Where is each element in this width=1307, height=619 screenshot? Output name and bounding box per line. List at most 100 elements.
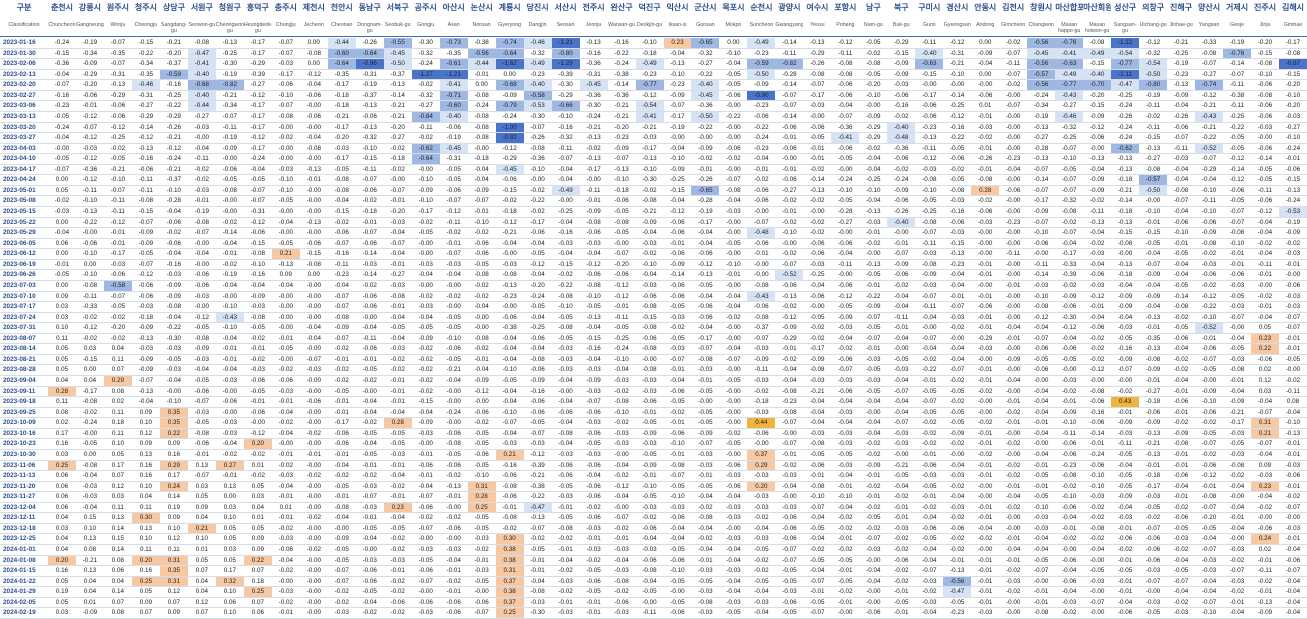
row-date[interactable]: 2023-04-03 (3, 144, 36, 152)
table-cell[interactable]: 0.13 (139, 450, 153, 458)
table-cell[interactable]: -0.05 (698, 387, 713, 395)
table-cell[interactable]: -0.06 (362, 303, 377, 311)
table-cell[interactable]: -0.00 (978, 229, 993, 237)
table-cell[interactable]: -0.07 (1034, 218, 1049, 226)
column-header[interactable]: 경산시 Gyeongsan (943, 0, 972, 37)
table-cell[interactable]: -0.08 (1229, 229, 1245, 237)
table-cell[interactable]: 0.29 (159, 460, 188, 472)
table-cell[interactable]: -0.16 (54, 91, 70, 99)
table-cell[interactable]: -0.36 (586, 60, 601, 68)
table-cell[interactable]: -0.00 (978, 408, 993, 416)
table-cell[interactable]: -0.17 (250, 102, 265, 110)
table-cell[interactable]: -0.32 (1061, 123, 1077, 131)
table-cell[interactable]: -0.02 (446, 229, 461, 237)
table-cell[interactable]: -0.18 (334, 102, 349, 110)
table-cell[interactable]: -0.06 (474, 450, 489, 458)
table-cell[interactable]: 0.28 (383, 418, 412, 429)
table-cell[interactable]: -0.08 (810, 366, 825, 374)
table-cell[interactable]: -0.06 (306, 398, 321, 406)
table-cell[interactable]: -0.03 (754, 472, 769, 480)
table-cell[interactable]: 0.05 (223, 524, 236, 532)
table-cell[interactable]: -0.02 (838, 514, 853, 522)
table-cell[interactable]: -0.11 (1258, 186, 1272, 194)
table-cell[interactable]: -0.10 (558, 112, 573, 120)
table-cell[interactable]: -0.21 (810, 387, 825, 395)
table-cell[interactable]: -0.05 (250, 324, 265, 332)
table-cell[interactable]: -0.02 (782, 218, 797, 226)
table-cell[interactable]: -0.07 (54, 165, 70, 173)
table-cell[interactable]: -0.01 (642, 472, 657, 480)
table-cell[interactable]: -0.05 (586, 440, 601, 448)
table-cell[interactable]: -0.07 (278, 102, 293, 110)
table-cell[interactable]: -0.03 (726, 567, 741, 575)
table-cell[interactable]: -0.05 (670, 334, 685, 342)
table-cell[interactable]: -0.06 (1089, 134, 1105, 142)
table-cell[interactable]: -0.39 (558, 70, 573, 78)
table-cell[interactable]: -0.05 (726, 377, 741, 385)
table-cell[interactable]: -0.18 (390, 155, 405, 163)
table-cell[interactable]: -0.04 (670, 524, 685, 532)
table-cell[interactable]: -0.03 (390, 556, 405, 564)
table-cell[interactable]: -0.00 (306, 186, 321, 194)
table-cell[interactable]: -0.00 (978, 398, 993, 406)
table-cell[interactable]: -0.03 (558, 577, 573, 585)
table-cell[interactable]: -0.02 (530, 535, 545, 543)
table-cell[interactable]: -0.04 (838, 472, 853, 480)
table-cell[interactable]: -0.07 (1229, 218, 1245, 226)
table-cell[interactable]: -0.16 (502, 461, 517, 469)
table-cell[interactable]: -0.04 (726, 197, 741, 205)
table-cell[interactable]: -0.01 (838, 482, 853, 490)
table-cell[interactable]: -0.04 (502, 239, 517, 247)
table-cell[interactable]: -0.03 (978, 609, 993, 617)
table-cell[interactable]: -0.04 (362, 440, 377, 448)
table-cell[interactable]: -0.00 (726, 419, 741, 427)
table-cell[interactable]: -0.08 (586, 218, 601, 226)
row-date[interactable]: 2023-06-26 (3, 271, 36, 279)
table-cell[interactable]: -0.82 (215, 80, 244, 91)
table-cell[interactable]: -0.25 (1173, 49, 1189, 57)
table-cell[interactable]: -0.03 (474, 535, 489, 543)
table-cell[interactable]: -0.01 (978, 366, 993, 374)
table-cell[interactable]: -0.10 (558, 303, 573, 311)
table-cell[interactable]: -0.01 (390, 398, 405, 406)
table-cell[interactable]: 0.03 (55, 524, 69, 532)
table-cell[interactable]: -0.01 (1006, 398, 1021, 406)
table-cell[interactable]: -0.40 (887, 122, 916, 134)
table-cell[interactable]: -0.41 (831, 133, 860, 144)
table-cell[interactable]: -0.11 (418, 123, 433, 131)
table-cell[interactable]: 0.10 (195, 535, 208, 543)
table-cell[interactable]: -0.22 (1201, 303, 1217, 311)
table-cell[interactable]: -0.02 (866, 450, 881, 458)
table-cell[interactable]: -0.02 (866, 524, 881, 532)
row-date[interactable]: 2023-06-12 (3, 250, 36, 258)
table-cell[interactable]: -0.68 (495, 80, 524, 91)
table-cell[interactable]: -0.05 (82, 440, 98, 448)
table-cell[interactable]: -0.07 (250, 197, 265, 205)
table-cell[interactable]: -0.06 (222, 165, 238, 173)
table-cell[interactable]: -0.31 (250, 208, 265, 216)
table-cell[interactable]: -0.08 (922, 176, 937, 184)
table-cell[interactable]: -0.01 (698, 556, 713, 564)
column-header[interactable]: 동남구 Dongnam-gu (355, 0, 384, 37)
table-cell[interactable]: -0.24 (418, 60, 433, 68)
table-cell[interactable]: -0.49 (1083, 48, 1112, 60)
table-cell[interactable]: -0.08 (614, 398, 629, 406)
table-cell[interactable]: -0.12 (250, 134, 265, 142)
table-cell[interactable]: -0.07 (446, 197, 461, 205)
table-cell[interactable]: -0.07 (726, 176, 741, 184)
table-cell[interactable]: -0.24 (82, 419, 98, 427)
table-cell[interactable]: -0.02 (446, 514, 461, 522)
table-cell[interactable]: 0.05 (251, 482, 264, 490)
table-cell[interactable]: -0.11 (222, 123, 237, 131)
table-cell[interactable]: -0.02 (894, 535, 909, 543)
table-cell[interactable]: 0.09 (251, 535, 264, 543)
table-cell[interactable]: -0.07 (810, 577, 825, 585)
table-cell[interactable]: -1.00 (495, 122, 524, 134)
table-cell[interactable]: -0.07 (810, 609, 825, 617)
table-cell[interactable]: -0.01 (782, 208, 797, 216)
table-cell[interactable]: -0.14 (362, 250, 377, 258)
table-cell[interactable]: -0.06 (586, 408, 601, 416)
table-cell[interactable]: -0.06 (1257, 144, 1273, 152)
table-cell[interactable]: -0.03 (390, 345, 405, 353)
classification-header[interactable]: 구분 Classification (0, 0, 48, 37)
